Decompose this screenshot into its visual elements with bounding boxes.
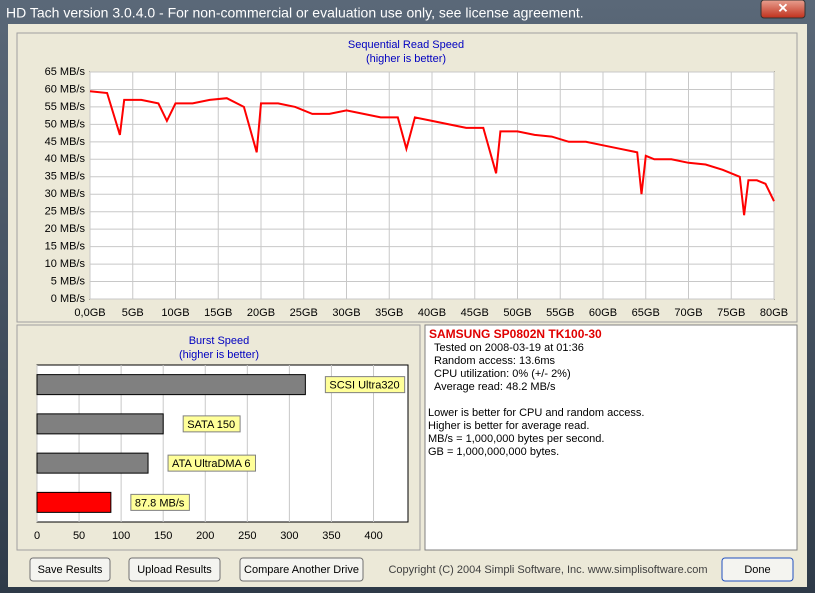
button-label[interactable]: Compare Another Drive [244,564,359,576]
x-tick-label: 70GB [674,307,702,319]
info-note: Lower is better for CPU and random acces… [428,407,644,419]
bar [36,374,306,396]
x-tick-label: 200 [196,530,214,542]
x-tick-label: 50GB [503,307,531,319]
bar-label-box [324,376,406,394]
x-tick-label: 400 [364,530,382,542]
info-line: Tested on 2008-03-19 at 01:36 [434,342,584,354]
bar-label: 87.8 MB/s [135,497,185,509]
drive-name: SAMSUNG SP0802N TK100-30 [429,327,602,341]
x-tick-label: 30GB [332,307,360,319]
bar-label: ATA UltraDMA 6 [172,458,250,470]
y-tick-label: 25 MB/s [45,206,86,218]
info-line: CPU utilization: 0% (+/- 2%) [434,368,571,380]
y-tick-label: 0 MB/s [51,293,86,305]
chart-title: Burst Speed [189,335,250,347]
y-tick-label: 60 MB/s [45,83,86,95]
bar-label: SATA 150 [187,419,235,431]
x-tick-label: 50 [73,530,85,542]
x-tick-label: 45GB [461,307,489,319]
y-tick-label: 30 MB/s [45,188,86,200]
y-tick-label: 10 MB/s [45,258,86,270]
chart-subtitle: (higher is better) [179,349,259,361]
y-tick-label: 55 MB/s [45,101,86,113]
y-tick-label: 50 MB/s [45,118,86,130]
x-tick-label: 35GB [375,307,403,319]
y-tick-label: 5 MB/s [51,275,86,287]
y-tick-label: 35 MB/s [45,171,86,183]
button[interactable] [239,557,364,582]
button[interactable] [721,557,794,582]
close-button[interactable] [760,0,806,19]
x-tick-label: 0 [34,530,40,542]
x-tick-label: 100 [112,530,130,542]
info-note: GB = 1,000,000,000 bytes. [428,446,559,458]
button-label[interactable]: Upload Results [137,564,212,576]
x-tick-label: 300 [280,530,298,542]
chart-title: Sequential Read Speed [348,39,464,51]
y-tick-label: 65 MB/s [45,66,86,78]
info-note: Higher is better for average read. [428,420,589,432]
bar-label-box [167,454,257,472]
x-tick-label: 60GB [589,307,617,319]
x-tick-label: 150 [154,530,172,542]
x-tick-label: 15GB [204,307,232,319]
x-tick-label: 20GB [247,307,275,319]
x-tick-label: 80GB [760,307,788,319]
chart-subtitle: (higher is better) [366,53,446,65]
button-label[interactable]: Done [744,564,770,576]
copyright: Copyright (C) 2004 Simpli Software, Inc.… [388,564,707,576]
bar-label: SCSI Ultra320 [329,380,399,392]
close-icon: ✕ [778,0,789,15]
bar-label-box [182,415,241,433]
x-tick-label: 350 [322,530,340,542]
y-tick-label: 20 MB/s [45,223,86,235]
window-title: HD Tach version 3.0.4.0 - For non-commer… [6,5,584,21]
x-tick-label: 65GB [632,307,660,319]
y-tick-label: 40 MB/s [45,153,86,165]
info-line: Random access: 13.6ms [434,355,556,367]
bar [36,413,164,435]
info-panel [424,324,798,551]
info-line: Average read: 48.2 MB/s [434,381,556,393]
x-tick-label: 10GB [161,307,189,319]
button-label[interactable]: Save Results [38,564,103,576]
x-tick-label: 40GB [418,307,446,319]
info-note: MB/s = 1,000,000 bytes per second. [428,433,604,445]
bar [36,452,149,474]
x-tick-label: 250 [238,530,256,542]
y-tick-label: 45 MB/s [45,136,86,148]
y-tick-label: 15 MB/s [45,241,86,253]
x-tick-label: 0,0GB [74,307,105,319]
read-speed-line [89,90,775,216]
bar-label-box [130,493,190,511]
bar [36,491,112,513]
button[interactable] [29,557,111,582]
button[interactable] [128,557,221,582]
x-tick-label: 75GB [717,307,745,319]
x-tick-label: 5GB [122,307,144,319]
x-tick-label: 25GB [290,307,318,319]
x-tick-label: 55GB [546,307,574,319]
